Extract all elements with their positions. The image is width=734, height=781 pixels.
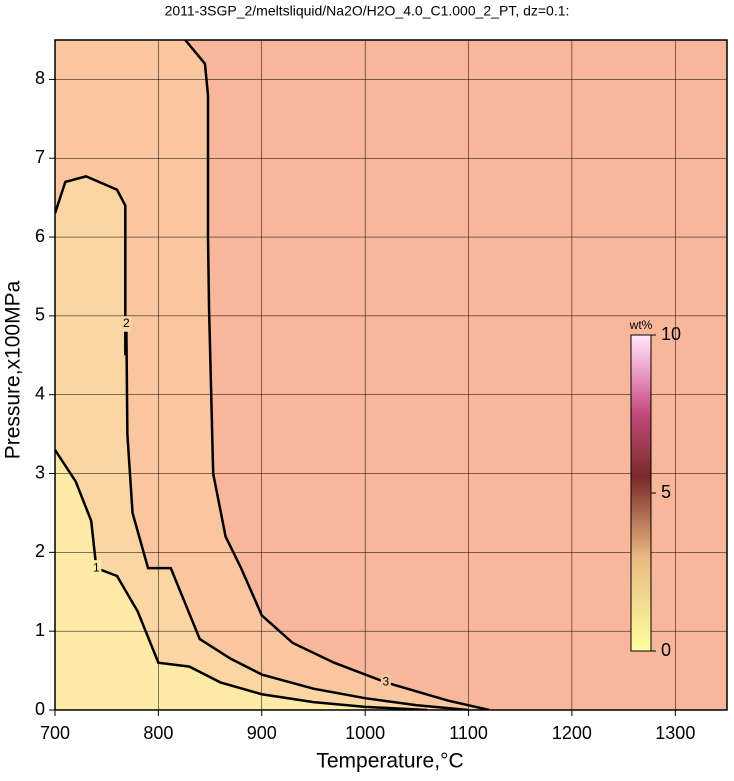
y-tick-label: 4: [35, 383, 45, 403]
y-tick-label: 7: [35, 147, 45, 167]
colorbar-tick-label: 5: [661, 482, 671, 502]
y-tick-label: 0: [35, 699, 45, 719]
x-tick-label: 1200: [552, 723, 592, 743]
contour-region: [55, 40, 428, 710]
contour-label-bg: [380, 674, 391, 691]
x-tick-label: 700: [40, 723, 70, 743]
y-axis-label: Pressure,x100MPa: [2, 280, 25, 459]
contour-region: [55, 40, 490, 710]
contour-label-bg: [121, 315, 132, 332]
contour-line: [55, 175, 469, 710]
x-tick-label: 1000: [345, 723, 385, 743]
contour-label: 3: [382, 675, 389, 689]
contour-label: 1: [93, 560, 100, 574]
y-tick-label: 6: [35, 226, 45, 246]
x-tick-label: 1300: [655, 723, 695, 743]
plot-area: 3 2 1: [55, 40, 727, 710]
y-tick-label: 8: [35, 68, 45, 88]
colorbar-tick-label: 10: [661, 324, 681, 344]
colorbar-tick-label: 0: [661, 640, 671, 660]
contour-label: 2: [123, 316, 130, 330]
colorbar-label: wt%: [629, 318, 653, 332]
chart-title: 2011-3SGP_2/meltsliquid/Na2O/H2O_4.0_C1.…: [165, 3, 570, 19]
x-axis-label: Temperature,°C: [316, 750, 463, 773]
x-tick-label: 900: [247, 723, 277, 743]
contour-label-bg: [91, 560, 102, 577]
colorbar: [630, 334, 652, 652]
x-tick-label: 1100: [449, 723, 488, 743]
plot-frame: [54, 39, 728, 711]
y-tick-label: 1: [35, 620, 45, 640]
y-tick-label: 3: [35, 462, 45, 482]
y-tick-label: 2: [35, 541, 45, 561]
y-tick-label: 5: [35, 305, 45, 325]
x-tick-label: 800: [143, 723, 173, 743]
